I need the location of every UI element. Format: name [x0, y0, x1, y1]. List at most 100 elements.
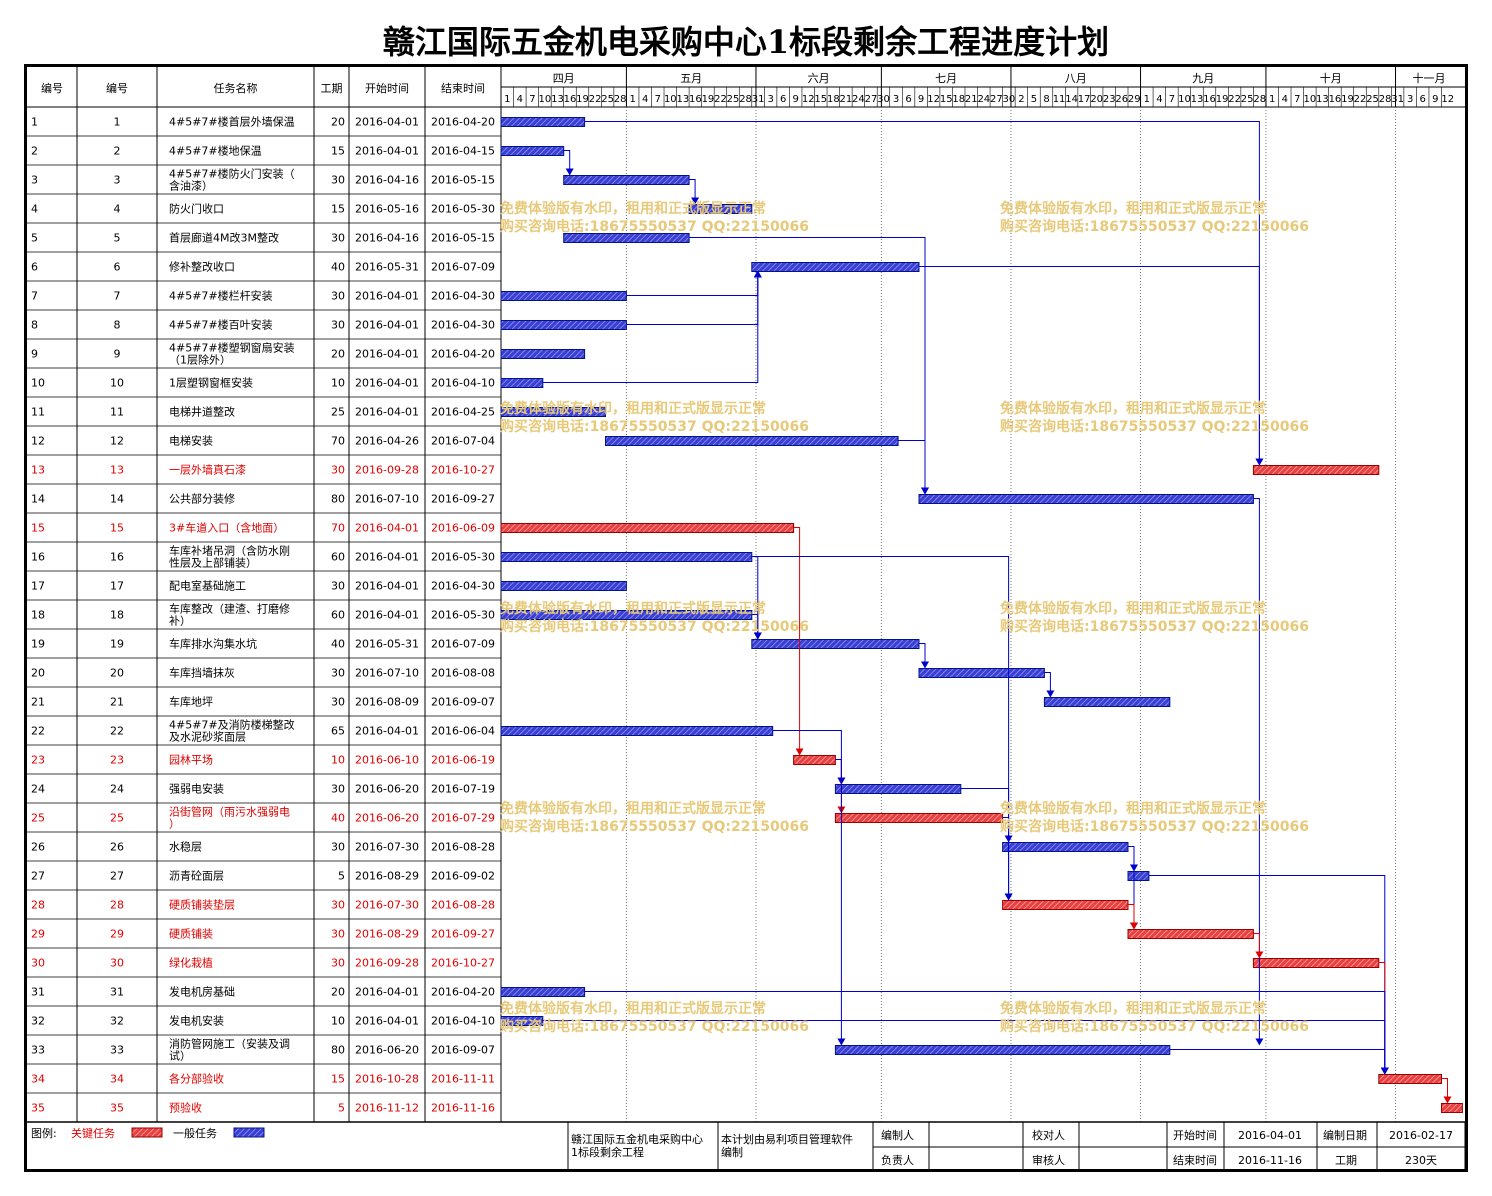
day-tick-label: 31 [752, 94, 765, 105]
normal-task-bar [500, 291, 627, 301]
task-end: 2016-06-19 [431, 754, 495, 767]
task-duration: 65 [331, 725, 345, 738]
header-id: 编号 [41, 81, 63, 95]
normal-task-bar [563, 233, 690, 243]
day-tick-label: 9 [793, 94, 799, 105]
day-tick-label: 9 [1432, 94, 1438, 105]
task-end: 2016-05-15 [431, 174, 495, 187]
task-duration: 30 [331, 580, 345, 593]
footer-start-label: 开始时间 [1173, 1128, 1217, 1142]
day-tick-label: 21 [965, 94, 978, 105]
task-name: 1层塑钢窗框安装 [169, 376, 253, 390]
normal-task-bar [1127, 871, 1150, 881]
task-start: 2016-11-12 [355, 1102, 419, 1115]
footer-reviewer-label: 审核人 [1032, 1153, 1065, 1167]
task-start: 2016-10-28 [355, 1073, 419, 1086]
header-task-name: 任务名称 [214, 81, 258, 95]
dependency-link [751, 556, 762, 640]
task-id: 12 [31, 435, 45, 448]
day-tick-label: 28 [739, 94, 752, 105]
normal-task-bar [688, 204, 753, 214]
task-duration: 30 [331, 290, 345, 303]
dependency-link [689, 179, 700, 205]
task-name: 车库整改（建渣、打磨修 [169, 602, 290, 616]
task-start: 2016-07-10 [355, 667, 419, 680]
day-tick-label: 1 [504, 94, 510, 105]
task-end: 2016-04-15 [431, 145, 495, 158]
dependency-link [835, 759, 846, 785]
task-name: ） [169, 818, 180, 831]
task-end: 2016-04-20 [431, 348, 495, 361]
day-tick-label: 7 [1169, 94, 1175, 105]
task-no: 5 [114, 232, 121, 245]
task-no: 13 [110, 464, 124, 477]
task-duration: 30 [331, 232, 345, 245]
gantt-frame: 编号 编号 任务名称 工期 开始时间 结束时间 四月 1 4 7 10 13 16 19 22 25 28 五月 1… [24, 64, 1468, 1172]
task-name: 强弱电安装 [169, 782, 224, 796]
task-duration: 15 [331, 1073, 345, 1086]
footer-project-name: 1标段剩余工程 [571, 1145, 644, 1159]
normal-task-bar [1043, 697, 1171, 707]
normal-task-bar [500, 726, 774, 736]
task-no: 32 [110, 1015, 124, 1028]
day-tick-label: 1 [1269, 94, 1275, 105]
task-no: 6 [114, 261, 121, 274]
task-start: 2016-04-16 [355, 174, 419, 187]
task-start: 2016-08-29 [355, 870, 419, 883]
task-start: 2016-04-01 [355, 1015, 419, 1028]
task-id: 32 [31, 1015, 45, 1028]
task-name: 车库补堵吊洞（含防水刚 [169, 544, 290, 558]
task-start: 2016-04-01 [355, 986, 419, 999]
day-tick-label: 9 [918, 94, 924, 105]
task-start: 2016-07-10 [355, 493, 419, 506]
task-name: 性层及上部铺装） [169, 556, 257, 570]
day-tick-label: 4 [1282, 94, 1288, 105]
task-duration: 30 [331, 667, 345, 680]
task-duration: 30 [331, 174, 345, 187]
task-end: 2016-07-09 [431, 638, 495, 651]
task-no: 2 [114, 145, 121, 158]
task-end: 2016-10-27 [431, 957, 495, 970]
task-id: 11 [31, 406, 45, 419]
task-start: 2016-04-01 [355, 609, 419, 622]
footer-made-label: 编制日期 [1323, 1128, 1367, 1142]
dependency-link [1441, 1078, 1452, 1104]
task-no: 34 [110, 1073, 124, 1086]
day-tick-label: 20 [1090, 94, 1103, 105]
normal-task-bar [500, 407, 606, 417]
task-end: 2016-06-04 [431, 725, 495, 738]
task-name: 发电机安装 [169, 1014, 224, 1028]
day-tick-label: 3 [1407, 94, 1413, 105]
header-end: 结束时间 [441, 82, 485, 95]
day-tick-label: 18 [952, 94, 965, 105]
day-tick-label: 10 [539, 94, 552, 105]
legend-normal-swatch [233, 1127, 265, 1138]
task-name: 车库挡墙抹灰 [169, 666, 235, 680]
critical-task-bar [793, 755, 836, 765]
task-end: 2016-09-27 [431, 928, 495, 941]
day-tick-label: 22 [1354, 94, 1367, 105]
task-end: 2016-07-09 [431, 261, 495, 274]
task-end: 2016-07-19 [431, 783, 495, 796]
normal-task-bar [500, 117, 586, 127]
task-end: 2016-09-07 [431, 696, 495, 709]
task-duration: 20 [331, 348, 345, 361]
task-no: 3 [114, 174, 121, 187]
task-start: 2016-04-01 [355, 522, 419, 535]
normal-task-bar [500, 378, 544, 388]
task-name: 4#5#7#及消防楼梯整改 [169, 718, 295, 732]
task-id: 30 [31, 957, 45, 970]
dependency-link [689, 237, 929, 495]
day-tick-label: 16 [689, 94, 702, 105]
task-name: 电梯安装 [169, 434, 213, 448]
footer-end-value: 2016-11-16 [1238, 1154, 1302, 1167]
task-id: 23 [31, 754, 45, 767]
critical-task-bar [1252, 958, 1380, 968]
month-label: 十月 [1320, 71, 1342, 85]
day-tick-label: 19 [1216, 94, 1229, 105]
task-id: 21 [31, 696, 45, 709]
task-id: 18 [31, 609, 45, 622]
task-name: 园林平场 [169, 753, 213, 767]
legend-normal-label: 一般任务 [173, 1127, 217, 1140]
day-tick-label: 27 [865, 94, 878, 105]
